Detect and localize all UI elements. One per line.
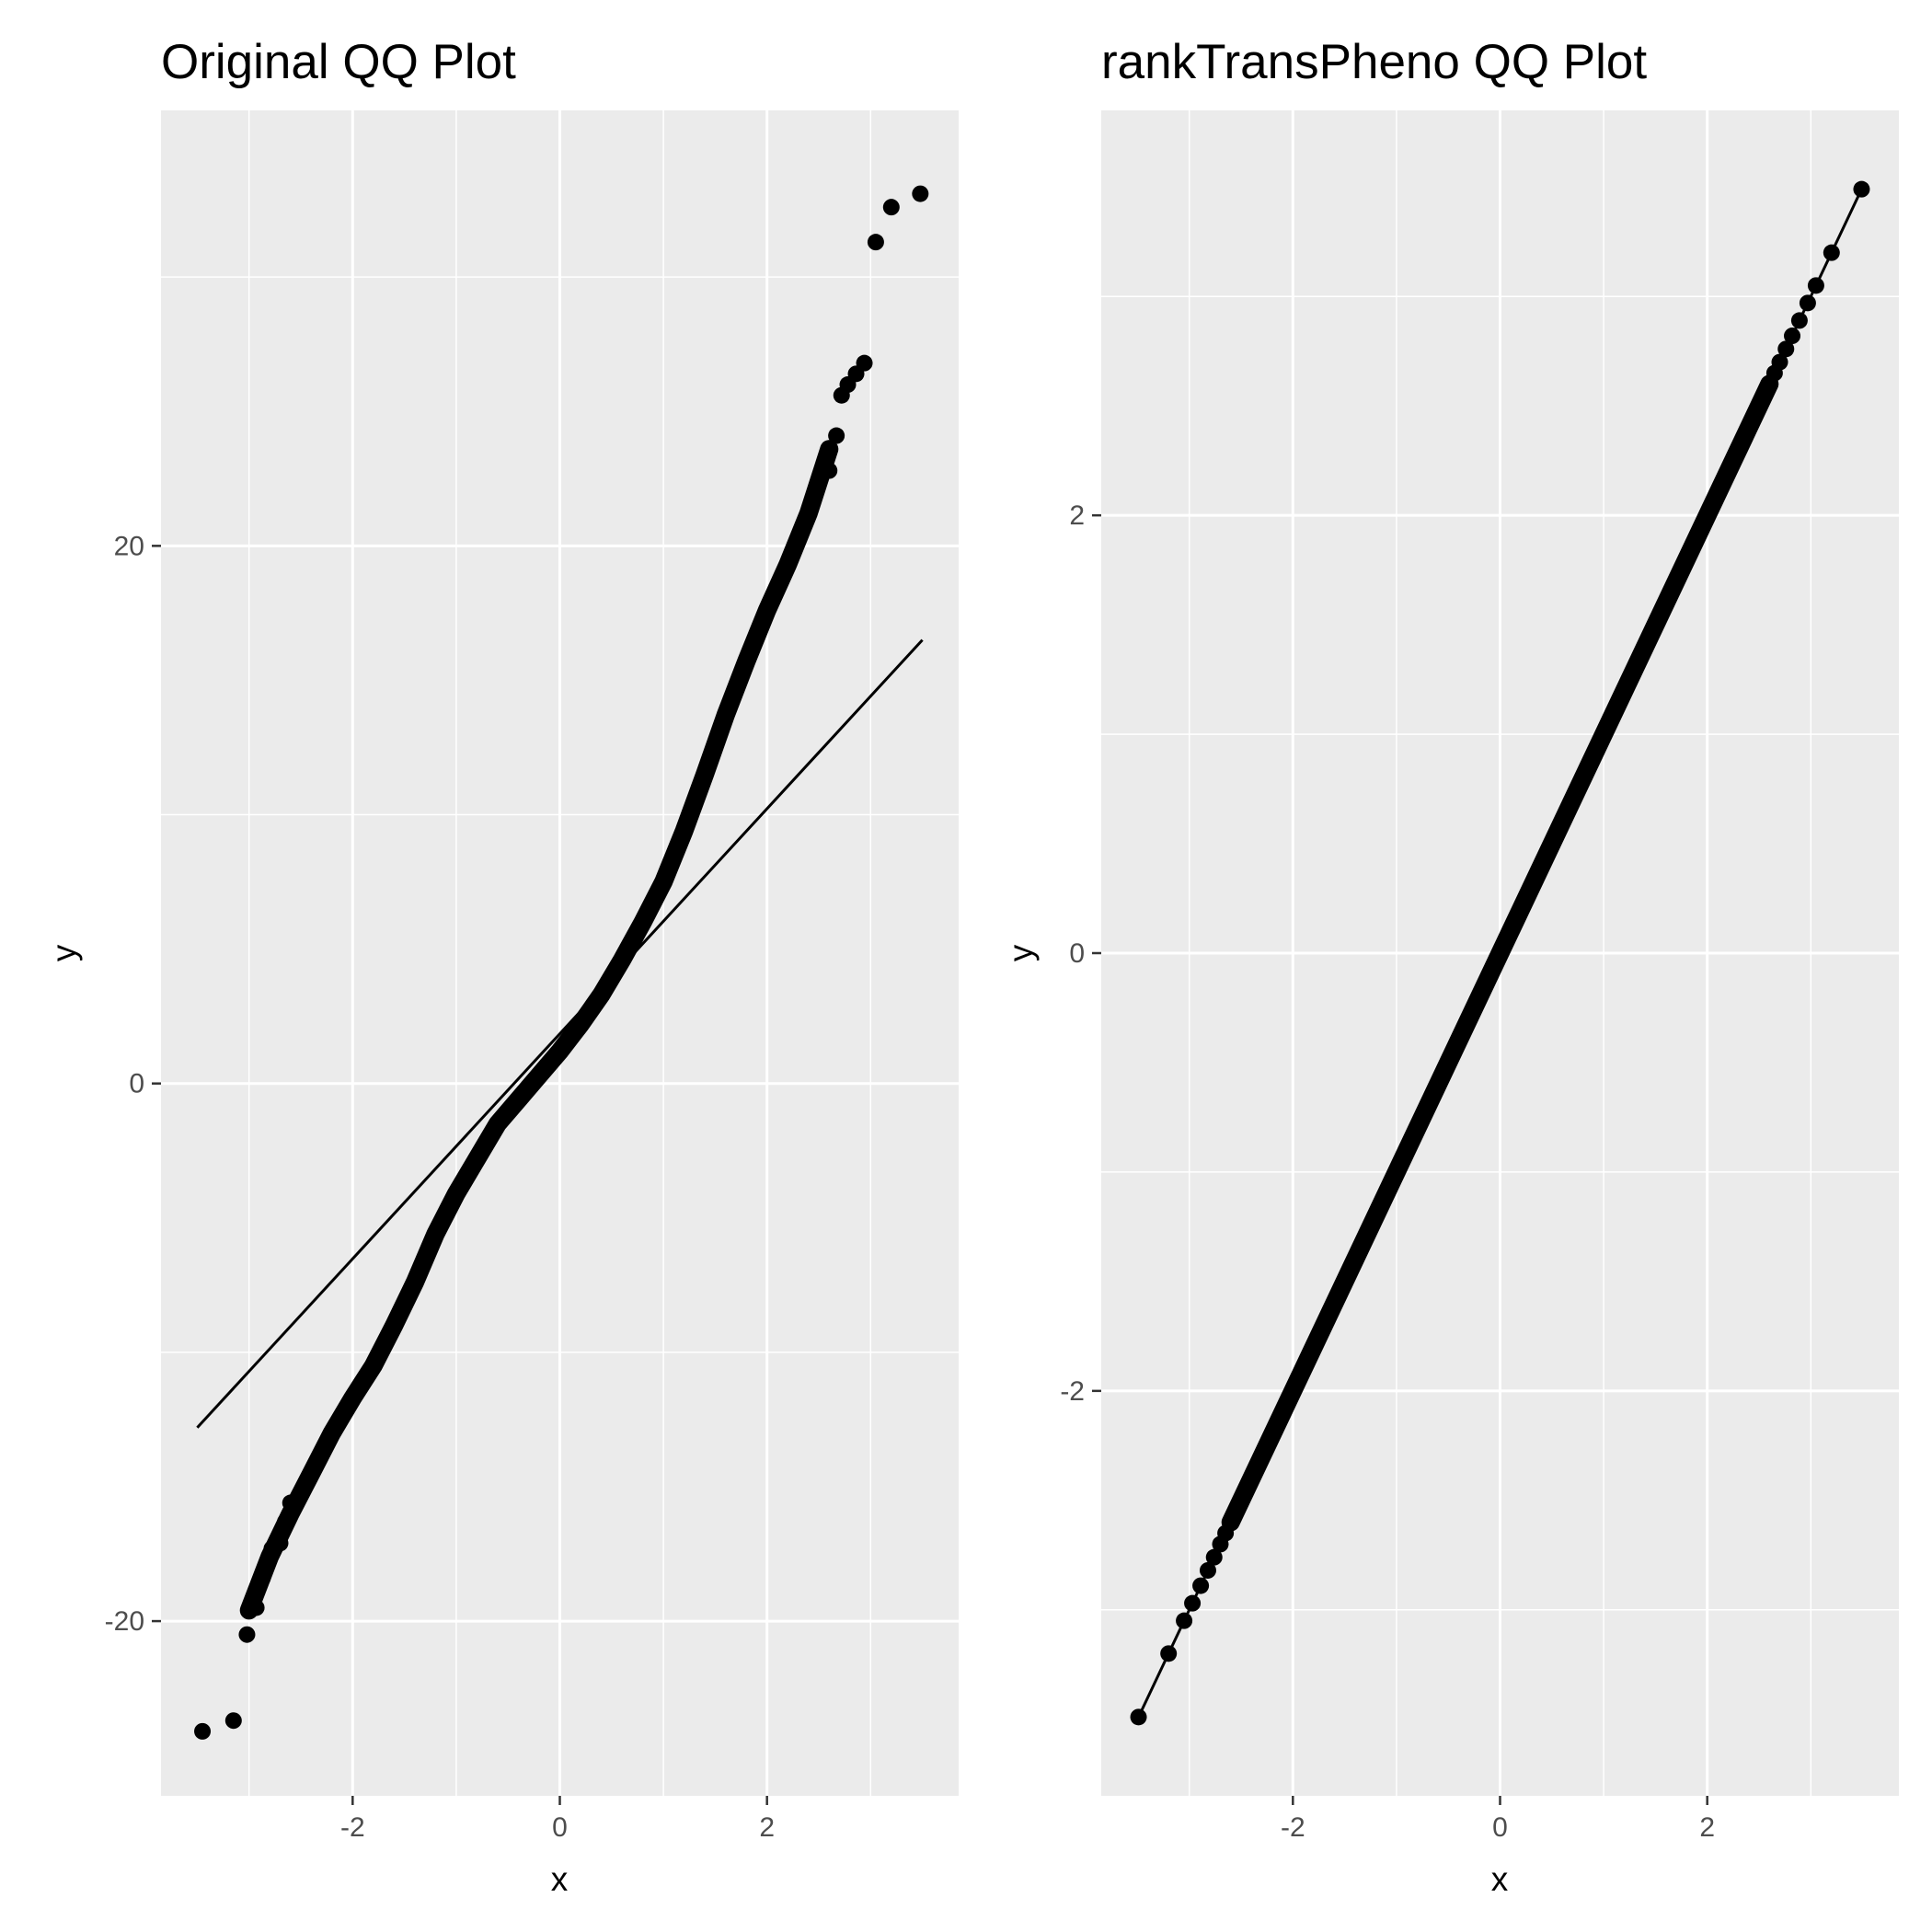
original-qq-data-point bbox=[821, 462, 838, 479]
original-qq-y-tick-label: -20 bbox=[105, 1606, 144, 1637]
rank-trans-qq-data-point bbox=[1784, 328, 1801, 345]
rank-trans-qq-data-point bbox=[1823, 244, 1840, 261]
original-qq-data-point bbox=[247, 1599, 265, 1616]
rank-trans-qq-x-axis-title: x bbox=[1491, 1860, 1509, 1898]
original-qq-series bbox=[194, 185, 929, 1740]
rank-trans-qq-data-point bbox=[1807, 277, 1824, 294]
rank-trans-qq-data-point bbox=[1217, 1524, 1235, 1542]
original-qq-reference-line bbox=[196, 638, 924, 1429]
rank-trans-qq-data-point bbox=[1192, 1577, 1210, 1594]
rank-trans-qq-data-point bbox=[1130, 1708, 1147, 1726]
original-qq-x-tick-label: -2 bbox=[340, 1812, 365, 1843]
rank-trans-qq-x-tick-label: 0 bbox=[1492, 1812, 1508, 1843]
original-qq-data-point bbox=[828, 427, 845, 444]
rank-trans-qq-y-tick-label: 0 bbox=[1069, 938, 1085, 969]
rank-trans-qq-data-point bbox=[1199, 1561, 1216, 1579]
original-qq-data-point bbox=[282, 1494, 299, 1512]
original-qq-data-point bbox=[224, 1712, 242, 1730]
original-qq-data-point bbox=[882, 199, 900, 216]
rank-trans-qq-data-point bbox=[1777, 340, 1795, 358]
rank-trans-qq-data-point bbox=[1184, 1594, 1202, 1612]
original-qq-data-point bbox=[277, 1512, 294, 1530]
original-qq-title: Original QQ Plot bbox=[161, 35, 516, 89]
original-qq-x-axis-title: x bbox=[551, 1860, 569, 1898]
rank-trans-qq-title: rankTransPheno QQ Plot bbox=[1101, 35, 1647, 89]
rank-trans-qq-series bbox=[1130, 180, 1870, 1726]
rank-trans-qq-data-point bbox=[1799, 294, 1816, 312]
rank-trans-qq-y-axis-title: y bbox=[1002, 944, 1040, 961]
original-qq-y-tick-label: 20 bbox=[114, 531, 144, 561]
rank-trans-qq-x-tick-label: -2 bbox=[1281, 1812, 1305, 1843]
rank-trans-qq-dense-points bbox=[1221, 374, 1779, 1532]
original-qq-data-point bbox=[867, 234, 884, 251]
rank-trans-qq-axes: -2 0 2 -2 0 2 bbox=[1060, 500, 1715, 1843]
rank-trans-qq-panel: rankTransPheno QQ Plot -2 0 2 -2 0 2 x y bbox=[1002, 35, 1899, 1898]
original-qq-x-tick-label: 2 bbox=[759, 1812, 775, 1843]
original-qq-data-point bbox=[271, 1535, 289, 1552]
rank-trans-qq-x-tick-label: 2 bbox=[1699, 1812, 1715, 1843]
rank-trans-qq-data-point bbox=[1771, 353, 1788, 371]
rank-trans-qq-data-point bbox=[1176, 1612, 1193, 1629]
original-qq-data-point bbox=[238, 1626, 256, 1643]
rank-trans-qq-y-tick-label: 2 bbox=[1069, 500, 1085, 531]
original-qq-data-point bbox=[194, 1722, 212, 1740]
original-qq-y-axis-title: y bbox=[45, 944, 83, 961]
rank-trans-qq-data-point bbox=[1790, 312, 1808, 329]
original-qq-dense-points bbox=[239, 440, 839, 1620]
original-qq-x-tick-label: 0 bbox=[552, 1812, 568, 1843]
rank-trans-qq-data-point bbox=[1160, 1645, 1178, 1662]
rank-trans-qq-data-point bbox=[1853, 180, 1870, 198]
original-qq-gridlines bbox=[161, 110, 959, 1796]
original-qq-y-tick-label: 0 bbox=[129, 1069, 144, 1099]
rank-trans-qq-data-point bbox=[1205, 1548, 1223, 1566]
original-qq-data-point bbox=[254, 1570, 271, 1587]
rank-trans-qq-y-tick-label: -2 bbox=[1060, 1376, 1085, 1407]
original-qq-data-point bbox=[912, 185, 929, 202]
original-qq-data-point bbox=[856, 354, 873, 372]
